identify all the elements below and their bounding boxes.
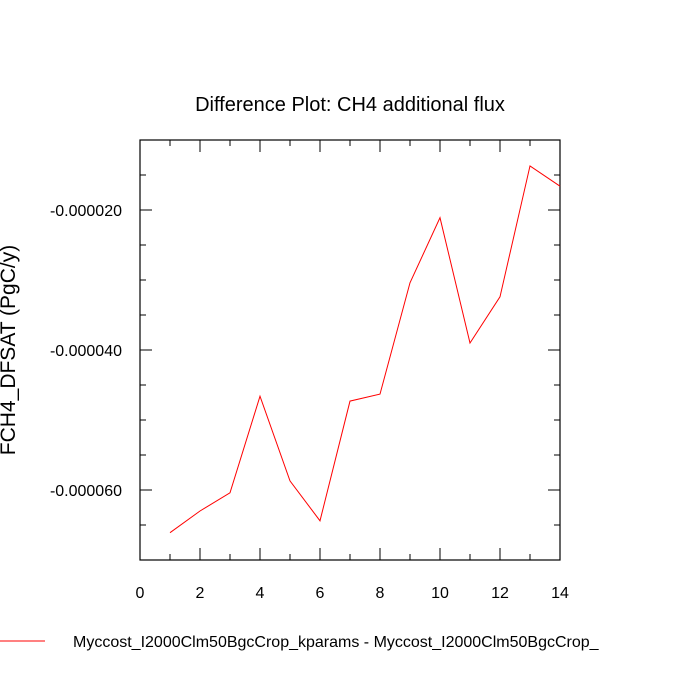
series-line	[169, 165, 561, 534]
x-tick-label: 14	[551, 585, 569, 602]
x-tick-label: 12	[491, 585, 509, 602]
x-tick-label: 8	[376, 585, 385, 602]
plot-frame	[139, 139, 561, 561]
y-tick-label: -0.000020	[50, 203, 122, 220]
y-tick-label: -0.000040	[50, 343, 122, 360]
x-tick-label: 10	[431, 585, 449, 602]
chart-title: Difference Plot: CH4 additional flux	[195, 94, 505, 116]
legend-label: Myccost_I2000Clm50BgcCrop_kparams - Mycc…	[73, 634, 600, 651]
x-tick-label: 6	[316, 585, 325, 602]
x-tick-label: 0	[136, 585, 145, 602]
y-tick-label: -0.000060	[50, 483, 122, 500]
x-tick-label: 2	[196, 585, 205, 602]
x-tick-label: 4	[256, 585, 265, 602]
y-axis-label: FCH4_DFSAT (PgC/y)	[0, 245, 20, 455]
